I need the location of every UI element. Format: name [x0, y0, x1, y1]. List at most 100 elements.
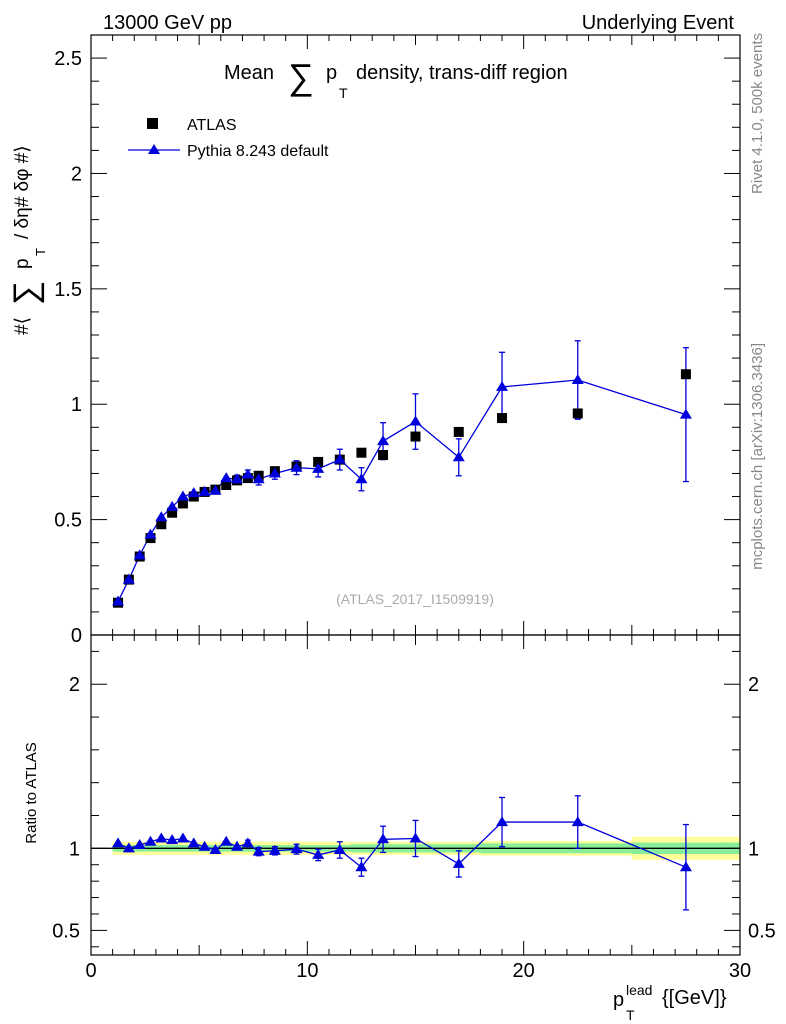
ylabel-rest: / δη# δφ #⟩	[12, 145, 33, 239]
ratio-data-point	[452, 857, 465, 868]
y-tick-label: 2.5	[54, 48, 82, 70]
pythia-data-point	[133, 549, 146, 560]
x-tick-label: 20	[513, 960, 535, 982]
pythia-data-point	[209, 484, 222, 495]
pythia-data-point	[355, 473, 368, 484]
ratio-y-tick-label-left: 1	[69, 838, 80, 860]
pythia-data-point	[155, 511, 168, 522]
analysis-watermark: (ATLAS_2017_I1509919)	[336, 591, 494, 607]
upper-panel: 0 0.5 1 1.5 2 2.5	[54, 34, 741, 647]
ylabel-bracket-open: #⟨	[12, 317, 33, 335]
ratio-y-tick-label-left: 0.5	[52, 920, 80, 942]
atlas-data-point	[378, 450, 389, 460]
title-sub-t: T	[339, 85, 348, 101]
x-tick-label: 10	[296, 960, 318, 982]
pythia-data-point	[496, 380, 509, 391]
xlabel-sup-lead: lead	[626, 982, 652, 998]
pythia-data-point	[312, 462, 325, 473]
atlas-data-point	[313, 456, 324, 467]
ratio-data-point	[679, 861, 692, 872]
atlas-data-point	[572, 408, 583, 419]
pythia-data-point	[268, 467, 281, 478]
atlas-data-point	[453, 426, 464, 437]
ratio-data-point	[355, 861, 368, 872]
ylabel-sum-symbol: ∑	[7, 281, 45, 305]
ratio-data-point	[409, 832, 422, 843]
pythia-data-point	[290, 461, 303, 472]
ratio-data-point	[220, 835, 233, 846]
pythia-data-point	[122, 573, 135, 584]
legend: ATLAS Pythia 8.243 default	[128, 117, 329, 160]
header-right: Underlying Event	[582, 12, 735, 34]
xlabel-p: p	[613, 989, 624, 1011]
y-tick-label: 1.5	[54, 279, 82, 301]
title-p: p	[326, 62, 337, 84]
x-tick-label: 0	[85, 960, 96, 982]
atlas-data-point	[410, 431, 421, 442]
x-tick-label: 30	[729, 960, 751, 982]
atlas-data-point	[167, 507, 178, 518]
pythia-data-point	[452, 451, 465, 462]
pythia-data-point	[112, 595, 125, 606]
pythia-data-point	[198, 485, 211, 496]
ratio-data-point	[155, 832, 168, 843]
ratio-data-point	[112, 837, 125, 848]
ratio-data-point	[133, 839, 146, 850]
ratio-data-point	[198, 840, 211, 851]
atlas-data-point	[221, 480, 232, 490]
pythia-data-point	[679, 408, 692, 419]
ratio-data-point	[231, 840, 244, 851]
upper-y-axis-label: #⟨ ∑ p T / δη# δφ #⟩	[7, 145, 48, 335]
ratio-data-point	[241, 837, 254, 848]
y-tick-label: 0.5	[54, 510, 82, 532]
header-left: 13000 GeV pp	[103, 12, 232, 34]
rivet-label: Rivet 4.1.0, 500k events	[749, 33, 766, 194]
x-axis-label: p lead T {[GeV]}	[613, 982, 727, 1023]
pythia-data-point	[571, 374, 584, 384]
ylabel-p: p	[12, 258, 33, 269]
y-tick-label: 1	[71, 394, 82, 416]
atlas-data-point	[497, 413, 508, 424]
y-tick-label: 0	[71, 625, 82, 647]
ratio-data-point	[377, 833, 390, 844]
ratio-data-point	[571, 816, 584, 827]
xlabel-unit: {[GeV]}	[662, 987, 727, 1009]
legend-pythia-label: Pythia 8.243 default	[187, 143, 329, 160]
ratio-y-tick-label-right: 0.5	[748, 920, 776, 942]
atlas-data-point	[680, 369, 691, 380]
ratio-data-point	[166, 834, 179, 845]
ratio-data-point	[333, 843, 346, 854]
legend-atlas-marker	[147, 118, 158, 129]
ratio-y-tick-label-left: 2	[69, 674, 80, 696]
mcplots-label: mcplots.cern.ch [arXiv:1306.3436]	[749, 343, 766, 570]
ratio-y-tick-label-right: 2	[748, 674, 759, 696]
legend-atlas-label: ATLAS	[187, 117, 237, 134]
ratio-data-point	[290, 843, 303, 854]
ratio-data-point	[496, 816, 509, 827]
ratio-data-point	[209, 843, 222, 854]
xlabel-sub-t: T	[626, 1007, 635, 1023]
ylabel-sub-t: T	[33, 248, 48, 256]
atlas-data-point	[156, 519, 167, 530]
pythia-data-point	[252, 473, 265, 484]
atlas-data-point	[177, 498, 188, 509]
ratio-data-point	[252, 845, 265, 856]
legend-pythia-marker	[148, 144, 160, 154]
pythia-data-point	[377, 435, 390, 446]
ratio-y-tick-label-right: 1	[748, 838, 759, 860]
ratio-data-point	[122, 842, 135, 853]
pythia-data-point	[409, 415, 422, 426]
pythia-data-point	[333, 453, 346, 464]
atlas-data-point	[356, 447, 367, 458]
pythia-data-point	[166, 500, 179, 511]
title-rest: density, trans-diff region	[356, 62, 568, 84]
ratio-data-point	[268, 844, 281, 855]
ratio-y-axis-label: Ratio to ATLAS	[23, 742, 40, 843]
ratio-data-point	[176, 832, 189, 843]
ratio-frame	[90, 634, 741, 956]
main-title: Mean ∑ p T density, trans-diff region	[224, 56, 568, 101]
ratio-data-point	[144, 835, 157, 846]
ratio-data-point	[312, 848, 325, 859]
pythia-data-point	[241, 468, 254, 479]
